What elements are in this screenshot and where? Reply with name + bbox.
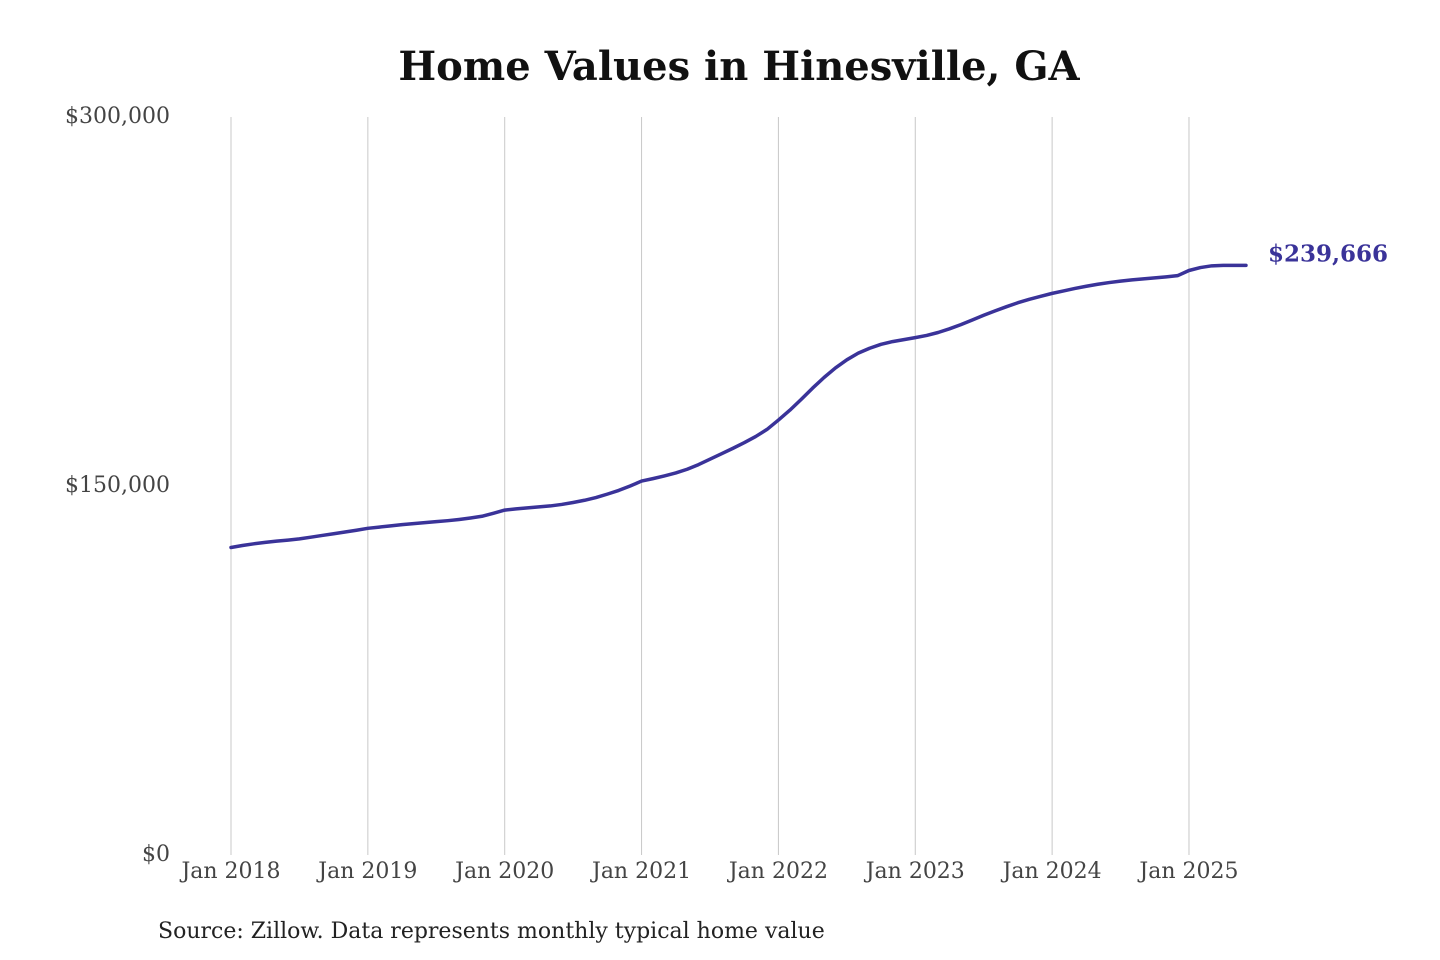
x-tick-label: Jan 2021 (590, 859, 691, 884)
x-tick-label: Jan 2019 (316, 859, 417, 884)
line-series (229, 263, 1248, 550)
source-note: Source: Zillow. Data represents monthly … (158, 919, 825, 944)
y-tick-label: $0 (142, 842, 170, 867)
x-tick-label: Jan 2020 (453, 859, 554, 884)
chart-title: Home Values in Hinesville, GA (398, 43, 1080, 90)
y-tick-label: $150,000 (65, 473, 170, 498)
x-tick-label: Jan 2024 (1001, 859, 1102, 884)
x-tick-label: Jan 2022 (727, 859, 828, 884)
data-label: $239,666 (1268, 240, 1388, 267)
x-tick-label: Jan 2025 (1137, 859, 1238, 884)
x-tick-label: Jan 2018 (179, 859, 280, 884)
y-tick-label: $300,000 (65, 104, 170, 129)
x-tick-label: Jan 2023 (864, 859, 965, 884)
